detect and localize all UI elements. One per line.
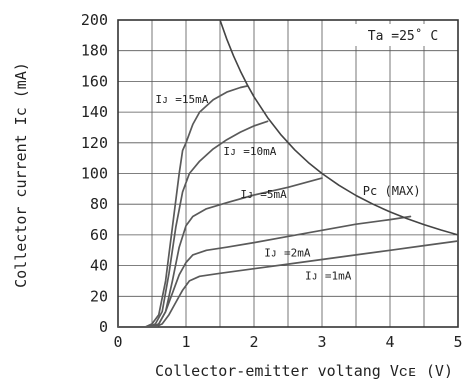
series-line: [118, 120, 269, 327]
condition-text: Ta =25˚ C: [368, 28, 438, 44]
series-label: Iᴊ =10mA: [223, 145, 276, 158]
pc-max-label: Pc (MAX): [363, 184, 421, 198]
series-line: [118, 240, 458, 327]
tick-labels: 0 1 2 3 4 5 0 20 40 60 80 100 120 140 160 180 200: [81, 11, 463, 351]
series-line: [118, 215, 412, 327]
series-label: Iᴊ =1mA: [305, 269, 352, 282]
condition-box-frame: [355, 24, 451, 46]
x-tick-label: 0: [113, 333, 122, 351]
y-tick-label: 20: [90, 287, 108, 305]
y-tick-label: 0: [99, 318, 108, 336]
y-axis-label: Collector current Ic (mA): [12, 62, 30, 288]
plot-frame: [117, 19, 459, 328]
x-axis-label: Collector-emitter voltang Vᴄᴇ (V): [155, 362, 453, 380]
grid-lines: [118, 20, 458, 327]
x-tick-label: 2: [249, 333, 258, 351]
y-tick-label: 200: [81, 11, 108, 29]
x-tick-label: 1: [181, 333, 190, 351]
series-label: Iᴊ =2mA: [264, 246, 311, 259]
y-tick-label: 40: [90, 257, 108, 275]
y-tick-label: 60: [90, 226, 108, 244]
series-label: Iᴊ =5mA: [240, 188, 287, 201]
y-tick-label: 140: [81, 103, 108, 121]
series-line: [118, 85, 249, 327]
y-tick-label: 100: [81, 165, 108, 183]
x-tick-label: 5: [453, 333, 462, 351]
y-tick-label: 80: [90, 195, 108, 213]
pc-max-curve: [219, 20, 458, 236]
condition-box: Ta =25˚ C: [355, 24, 451, 46]
x-tick-label: 4: [385, 333, 394, 351]
y-tick-label: 120: [81, 134, 108, 152]
series-group: [118, 20, 458, 327]
y-tick-label: 160: [81, 72, 108, 90]
series-label: Iᴊ =15mA: [155, 93, 208, 106]
curve-labels: Iᴊ =15mA Iᴊ =10mA Iᴊ =5mA Iᴊ =2mA Iᴊ =1mA Pc …: [155, 93, 420, 283]
x-tick-label: 3: [317, 333, 326, 351]
y-tick-label: 180: [81, 42, 108, 60]
